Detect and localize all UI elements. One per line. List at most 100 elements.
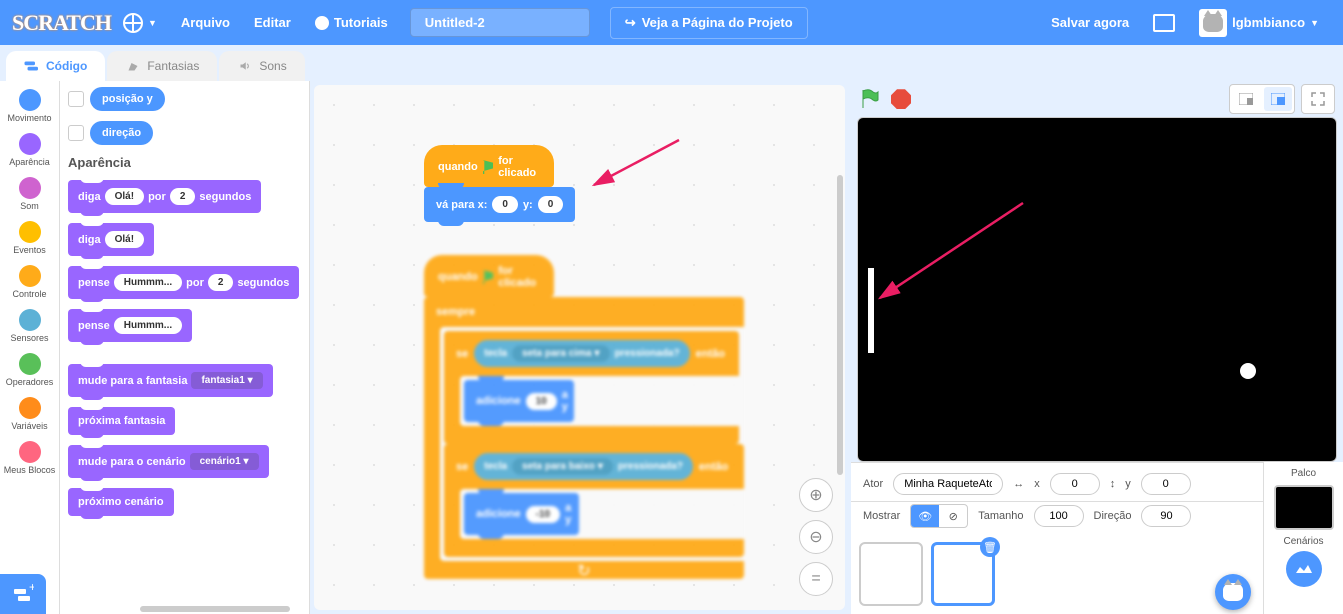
- block-forever[interactable]: sempre seteclaseta para cima ▾pressionad…: [424, 297, 744, 579]
- language-menu[interactable]: ▼: [111, 13, 169, 33]
- menubar: SCRATCH ▼ Arquivo Editar Tutoriais Untit…: [0, 0, 1343, 45]
- folder-icon: [1153, 14, 1175, 32]
- size-label: Tamanho: [978, 510, 1023, 522]
- add-backdrop-button[interactable]: [1286, 551, 1322, 587]
- tab-code-label: Código: [46, 59, 87, 73]
- block-change-y-1[interactable]: adicione10a y: [464, 380, 574, 422]
- tab-sounds-label: Sons: [259, 59, 286, 73]
- block-say[interactable]: digaOlá!: [68, 223, 154, 256]
- show-button[interactable]: 👁: [911, 505, 939, 527]
- stage-thumbnail[interactable]: [1274, 485, 1334, 530]
- category-motion[interactable]: Movimento: [0, 85, 59, 129]
- mystuff-button[interactable]: [1141, 14, 1187, 32]
- palette-scrollbar[interactable]: [140, 606, 290, 612]
- category-events[interactable]: Eventos: [0, 217, 59, 261]
- show-label: Mostrar: [863, 510, 900, 522]
- block-think[interactable]: penseHummm...: [68, 309, 192, 342]
- block-goto-xy[interactable]: vá para x:0y:0: [424, 187, 575, 222]
- stop-button[interactable]: [891, 89, 911, 109]
- delete-sprite-button[interactable]: 🗑: [980, 537, 1000, 557]
- block-direction[interactable]: direção: [90, 121, 153, 145]
- category-looks[interactable]: Aparência: [0, 129, 59, 173]
- block-when-flag-clicked[interactable]: quandofor clicado: [424, 145, 554, 187]
- tab-sounds[interactable]: Sons: [219, 51, 304, 81]
- block-say-secs[interactable]: digaOlá!por2segundos: [68, 180, 261, 213]
- block-categories: Movimento Aparência Som Eventos Controle…: [0, 81, 60, 614]
- tab-code[interactable]: Código: [6, 51, 105, 81]
- stage-ball: [1240, 363, 1256, 379]
- block-switch-costume[interactable]: mude para a fantasiafantasia1 ▾: [68, 364, 273, 397]
- block-think-secs[interactable]: penseHummm...por2segundos: [68, 266, 299, 299]
- category-control[interactable]: Controle: [0, 261, 59, 305]
- main-area: Movimento Aparência Som Eventos Controle…: [0, 81, 1343, 614]
- sprite-name-input[interactable]: [893, 473, 1003, 495]
- checkbox-direction[interactable]: [68, 125, 84, 141]
- large-stage-button[interactable]: [1264, 87, 1292, 111]
- stage-selector[interactable]: Palco Cenários: [1263, 462, 1343, 614]
- project-page-button[interactable]: ↪Veja a Página do Projeto: [610, 7, 808, 39]
- sprite-y-input[interactable]: [1141, 473, 1191, 495]
- hide-button[interactable]: ⊘: [939, 505, 967, 527]
- script-2[interactable]: quandofor clicado sempre seteclaseta par…: [424, 255, 744, 579]
- sprite-x-input[interactable]: [1050, 473, 1100, 495]
- y-label: y: [1125, 478, 1131, 490]
- sprite-list: 🗑: [851, 534, 1263, 614]
- zoom-out-button[interactable]: ⊖: [799, 520, 833, 554]
- fullscreen-button[interactable]: [1301, 84, 1335, 114]
- tab-costumes-label: Fantasias: [147, 59, 199, 73]
- checkbox-posy[interactable]: [68, 91, 84, 107]
- tutorials-label: Tutoriais: [334, 15, 388, 30]
- sprite-direction-input[interactable]: [1141, 505, 1191, 527]
- bulb-icon: [315, 16, 329, 30]
- workspace-scrollbar[interactable]: [837, 175, 843, 475]
- script-1[interactable]: quandofor clicado vá para x:0y:0: [424, 145, 575, 222]
- edit-menu[interactable]: Editar: [242, 15, 303, 30]
- tab-costumes[interactable]: Fantasias: [107, 51, 217, 81]
- block-when-flag-clicked-2[interactable]: quandofor clicado: [424, 255, 554, 297]
- sprite-info-2: Mostrar 👁 ⊘ Tamanho Direção: [851, 501, 1263, 534]
- y-icon: ↕: [1110, 478, 1116, 490]
- flag-icon: [483, 160, 494, 174]
- block-if-1[interactable]: seteclaseta para cima ▾pressionada?então…: [444, 331, 739, 444]
- stage[interactable]: [857, 117, 1337, 462]
- project-page-label: Veja a Página do Projeto: [642, 15, 793, 30]
- account-menu[interactable]: lgbmbianco▼: [1187, 9, 1331, 37]
- backdrops-label: Cenários: [1270, 536, 1337, 547]
- zoom-controls: ⊕ ⊖ =: [799, 478, 833, 596]
- stage-paddle: [868, 268, 874, 353]
- project-title-input[interactable]: Untitled-2: [410, 8, 590, 37]
- extension-button[interactable]: +: [0, 574, 46, 614]
- scratch-logo[interactable]: SCRATCH: [12, 10, 111, 36]
- block-change-y-2[interactable]: adicione-10a y: [464, 493, 579, 535]
- script-workspace[interactable]: quandofor clicado vá para x:0y:0 quandof…: [314, 85, 845, 610]
- category-variables[interactable]: Variáveis: [0, 393, 59, 437]
- small-stage-button[interactable]: [1232, 87, 1260, 111]
- block-next-backdrop[interactable]: próximo cenário: [68, 488, 174, 516]
- file-menu[interactable]: Arquivo: [169, 15, 242, 30]
- category-sound[interactable]: Som: [0, 173, 59, 217]
- ator-label: Ator: [863, 478, 883, 490]
- block-switch-backdrop[interactable]: mude para o cenáriocenário1 ▾: [68, 445, 269, 478]
- block-position-y[interactable]: posição y: [90, 87, 165, 111]
- sprite-thumb-2[interactable]: 🗑: [931, 542, 995, 606]
- green-flag-button[interactable]: [859, 88, 881, 110]
- block-if-2[interactable]: seteclaseta para baixo ▾pressionada?entã…: [444, 444, 744, 557]
- sprite-size-input[interactable]: [1034, 505, 1084, 527]
- zoom-in-button[interactable]: ⊕: [799, 478, 833, 512]
- sprite-thumb-1[interactable]: [859, 542, 923, 606]
- blocks-palette: posição y direção Aparência digaOlá!por2…: [60, 81, 310, 614]
- block-next-costume[interactable]: próxima fantasia: [68, 407, 175, 435]
- tutorials-button[interactable]: Tutoriais: [303, 15, 400, 30]
- stage-label: Palco: [1270, 468, 1337, 479]
- save-now-button[interactable]: Salvar agora: [1039, 15, 1141, 30]
- add-sprite-button[interactable]: [1215, 574, 1251, 610]
- category-operators[interactable]: Operadores: [0, 349, 59, 393]
- svg-text:+: +: [29, 583, 34, 594]
- zoom-reset-button[interactable]: =: [799, 562, 833, 596]
- category-sensing[interactable]: Sensores: [0, 305, 59, 349]
- sprite-panel: Ator ↔ x ↕ y Mostrar 👁 ⊘ Tamanho: [851, 462, 1343, 614]
- avatar-icon: [1199, 9, 1227, 37]
- x-label: x: [1034, 478, 1040, 490]
- arrow-annotation-2: [868, 198, 1028, 308]
- category-myblocks[interactable]: Meus Blocos: [0, 437, 59, 481]
